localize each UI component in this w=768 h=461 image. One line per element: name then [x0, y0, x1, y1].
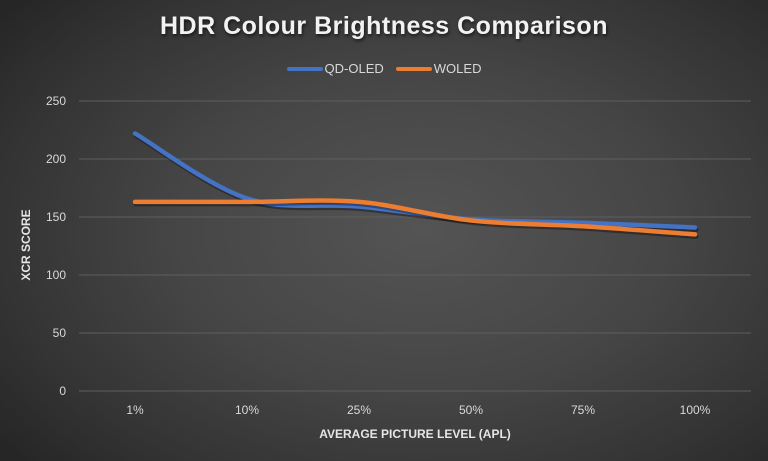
legend-label-woled: WOLED [433, 61, 482, 76]
legend-swatch-woled [395, 66, 432, 71]
legend: QD-OLED WOLED [0, 61, 768, 76]
x-tick-label: 50% [459, 403, 483, 417]
y-axis-ticks: 0 50 100 150 200 250 [46, 94, 66, 398]
legend-item-woled[interactable]: WOLED [395, 61, 482, 76]
y-tick-label: 0 [59, 384, 66, 398]
y-axis-title: XCR SCORE [19, 209, 33, 281]
chart-title: HDR Colour Brightness Comparison [160, 12, 608, 40]
y-tick-label: 100 [46, 268, 66, 282]
y-tick-label: 200 [46, 152, 66, 166]
legend-swatch-qd-oled [286, 66, 323, 71]
x-tick-label: 100% [680, 403, 711, 417]
series-lines [132, 131, 699, 239]
x-tick-label: 10% [235, 403, 259, 417]
legend-label-qd-oled: QD-OLED [324, 61, 384, 76]
y-tick-label: 50 [53, 326, 67, 340]
x-tick-label: 1% [126, 403, 144, 417]
x-tick-label: 75% [571, 403, 595, 417]
y-tick-label: 150 [46, 210, 66, 224]
x-axis-ticks: 1% 10% 25% 50% 75% 100% [126, 403, 710, 417]
legend-item-qd-oled[interactable]: QD-OLED [286, 61, 384, 76]
x-axis-title: AVERAGE PICTURE LEVEL (APL) [319, 427, 511, 441]
gridlines [79, 100, 751, 392]
series-line-qd-oled[interactable] [132, 131, 698, 230]
series-line-woled[interactable] [132, 198, 698, 237]
series-shadow [133, 200, 699, 239]
x-tick-label: 25% [347, 403, 371, 417]
y-tick-label: 250 [46, 94, 66, 108]
